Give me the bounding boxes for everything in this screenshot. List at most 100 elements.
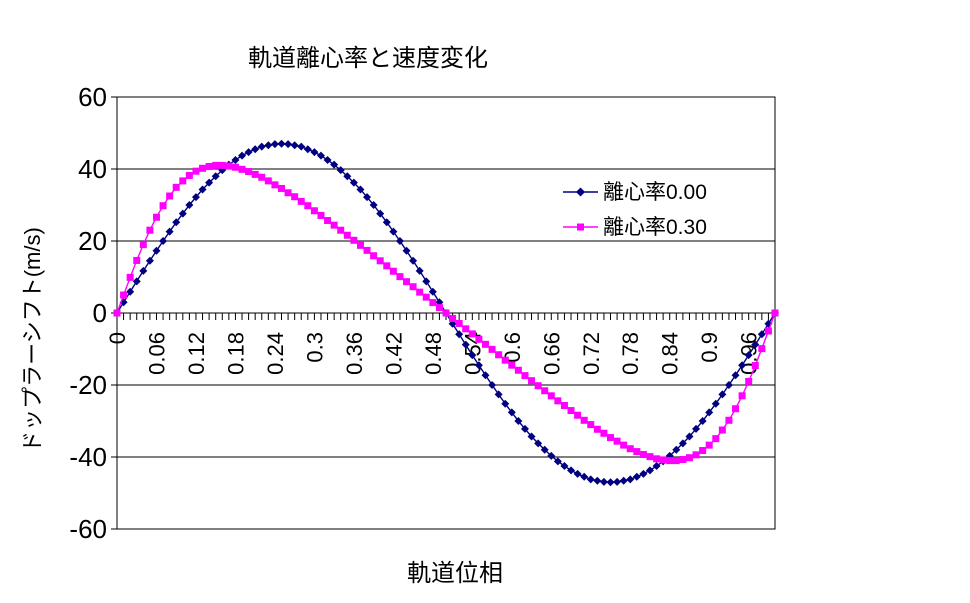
diamond-marker-icon bbox=[251, 145, 260, 154]
diamond-marker-icon bbox=[363, 193, 372, 202]
square-marker-icon bbox=[764, 327, 772, 335]
square-marker-icon bbox=[771, 309, 779, 317]
diamond-marker-icon bbox=[474, 361, 483, 370]
square-marker-icon bbox=[541, 387, 549, 395]
square-marker-icon bbox=[330, 221, 338, 229]
square-marker-icon bbox=[705, 441, 713, 449]
legend-label-eccentricity-000: 離心率0.00 bbox=[603, 181, 707, 204]
diamond-marker-icon bbox=[685, 432, 694, 441]
square-marker-icon bbox=[231, 163, 239, 171]
square-marker-icon bbox=[501, 356, 509, 364]
diamond-marker-icon bbox=[178, 209, 187, 218]
diamond-marker-icon bbox=[198, 185, 207, 194]
square-marker-icon bbox=[376, 257, 384, 265]
diamond-marker-icon bbox=[211, 172, 220, 181]
square-marker-icon bbox=[620, 441, 628, 449]
square-marker-icon bbox=[192, 167, 200, 175]
x-tick-label-0.48: 0.48 bbox=[421, 332, 446, 375]
diamond-marker-icon bbox=[613, 477, 622, 486]
x-tick-label-0.66: 0.66 bbox=[539, 332, 564, 375]
diamond-marker-icon bbox=[468, 351, 477, 360]
y-tick-label-20: 20 bbox=[78, 226, 107, 256]
diamond-marker-icon bbox=[461, 340, 470, 349]
square-marker-icon bbox=[646, 453, 654, 461]
diamond-marker-icon bbox=[652, 462, 661, 470]
square-marker-icon bbox=[738, 392, 746, 400]
diamond-marker-icon bbox=[586, 475, 595, 484]
diamond-marker-icon bbox=[376, 209, 385, 218]
diamond-marker-icon bbox=[507, 408, 516, 417]
diamond-marker-icon bbox=[238, 151, 247, 160]
x-tick-label-0.18: 0.18 bbox=[223, 332, 248, 375]
square-marker-icon bbox=[475, 335, 483, 343]
square-marker-icon bbox=[396, 273, 404, 281]
diamond-marker-icon bbox=[277, 139, 286, 148]
square-marker-icon bbox=[356, 241, 364, 249]
diamond-marker-icon bbox=[724, 381, 733, 389]
square-marker-icon bbox=[152, 213, 160, 221]
square-marker-icon bbox=[514, 366, 522, 374]
diamond-marker-icon bbox=[349, 178, 358, 187]
square-marker-icon bbox=[547, 392, 555, 400]
diamond-marker-icon bbox=[698, 417, 707, 425]
square-marker-icon bbox=[495, 351, 503, 359]
diamond-marker-icon bbox=[494, 390, 503, 399]
diamond-marker-icon bbox=[264, 141, 273, 150]
square-marker-icon bbox=[159, 202, 167, 210]
diamond-marker-icon bbox=[751, 340, 760, 349]
square-marker-icon bbox=[185, 171, 193, 179]
diamond-marker-icon bbox=[731, 371, 740, 380]
square-marker-icon bbox=[297, 197, 305, 205]
square-marker-icon bbox=[304, 202, 312, 210]
square-marker-icon bbox=[317, 211, 325, 219]
diamond-marker-icon bbox=[540, 445, 549, 454]
square-marker-icon bbox=[580, 416, 588, 424]
square-marker-icon bbox=[146, 226, 154, 234]
square-marker-icon bbox=[133, 256, 141, 264]
square-marker-icon bbox=[666, 457, 674, 465]
diamond-marker-icon bbox=[409, 256, 418, 265]
series-eccentricity-030 bbox=[113, 161, 779, 465]
square-marker-icon bbox=[639, 450, 647, 458]
square-marker-icon bbox=[468, 330, 476, 338]
diamond-marker-icon bbox=[415, 266, 424, 275]
diamond-marker-icon bbox=[573, 469, 582, 478]
y-tick-label-60: 60 bbox=[78, 82, 107, 112]
square-marker-icon bbox=[692, 451, 700, 459]
diamond-marker-icon bbox=[632, 472, 641, 481]
square-marker-icon bbox=[685, 454, 693, 462]
diamond-marker-icon bbox=[389, 227, 398, 236]
diamond-marker-icon bbox=[159, 237, 168, 245]
diamond-marker-icon bbox=[303, 145, 312, 154]
square-marker-icon bbox=[534, 382, 542, 390]
diamond-marker-icon bbox=[645, 466, 654, 475]
square-marker-icon bbox=[422, 293, 430, 301]
diamond-marker-icon bbox=[567, 466, 576, 475]
diamond-marker-icon bbox=[270, 140, 279, 149]
diamond-marker-icon bbox=[428, 287, 437, 296]
square-marker-icon bbox=[626, 445, 634, 453]
square-marker-icon bbox=[199, 164, 207, 172]
square-marker-icon bbox=[416, 288, 424, 296]
square-marker-icon bbox=[435, 304, 443, 312]
square-marker-icon bbox=[488, 345, 496, 353]
diamond-marker-icon bbox=[395, 237, 404, 245]
x-axis-title: 軌道位相 bbox=[407, 560, 503, 587]
diamond-marker-icon bbox=[606, 478, 615, 487]
square-marker-icon bbox=[225, 162, 233, 170]
square-marker-icon bbox=[554, 397, 562, 405]
diamond-marker-icon bbox=[514, 417, 523, 425]
diamond-marker-icon bbox=[599, 477, 608, 486]
x-tick-label-0.9: 0.9 bbox=[697, 332, 722, 363]
square-marker-icon bbox=[607, 434, 614, 442]
diamond-marker-icon bbox=[520, 424, 529, 433]
square-marker-icon bbox=[429, 299, 437, 307]
square-marker-icon bbox=[363, 246, 371, 254]
square-marker-icon bbox=[179, 177, 187, 185]
legend-diamond-marker-icon bbox=[576, 187, 585, 197]
square-marker-icon bbox=[732, 405, 740, 413]
square-marker-icon bbox=[205, 162, 213, 170]
diamond-marker-icon bbox=[455, 330, 464, 339]
diamond-marker-icon bbox=[678, 439, 687, 448]
square-marker-icon bbox=[613, 437, 621, 445]
